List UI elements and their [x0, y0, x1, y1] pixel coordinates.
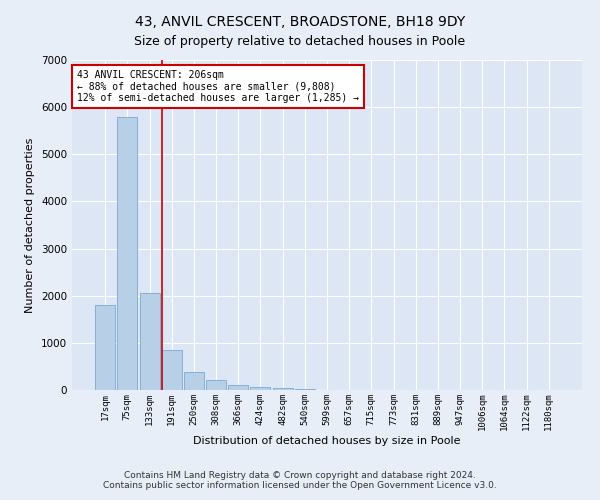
- Bar: [272, 388, 293, 390]
- Text: 43, ANVIL CRESCENT, BROADSTONE, BH18 9DY: 43, ANVIL CRESCENT, BROADSTONE, BH18 9DY: [135, 15, 465, 29]
- Bar: [162, 350, 182, 390]
- Bar: [295, 389, 315, 390]
- Y-axis label: Number of detached properties: Number of detached properties: [25, 138, 35, 312]
- Bar: [140, 293, 160, 390]
- X-axis label: Distribution of detached houses by size in Poole: Distribution of detached houses by size …: [193, 436, 461, 446]
- Text: Contains HM Land Registry data © Crown copyright and database right 2024.
Contai: Contains HM Land Registry data © Crown c…: [103, 470, 497, 490]
- Text: 43 ANVIL CRESCENT: 206sqm
← 88% of detached houses are smaller (9,808)
12% of se: 43 ANVIL CRESCENT: 206sqm ← 88% of detac…: [77, 70, 359, 103]
- Bar: [184, 372, 204, 390]
- Bar: [228, 386, 248, 390]
- Bar: [250, 387, 271, 390]
- Text: Size of property relative to detached houses in Poole: Size of property relative to detached ho…: [134, 35, 466, 48]
- Bar: [95, 305, 115, 390]
- Bar: [206, 380, 226, 390]
- Bar: [118, 116, 137, 390]
